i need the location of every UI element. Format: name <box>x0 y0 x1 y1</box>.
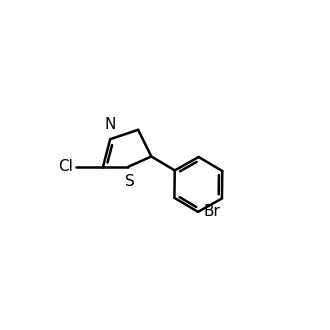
Text: S: S <box>125 174 135 189</box>
Text: N: N <box>105 117 116 132</box>
Text: Cl: Cl <box>58 159 73 174</box>
Text: Br: Br <box>204 204 220 219</box>
